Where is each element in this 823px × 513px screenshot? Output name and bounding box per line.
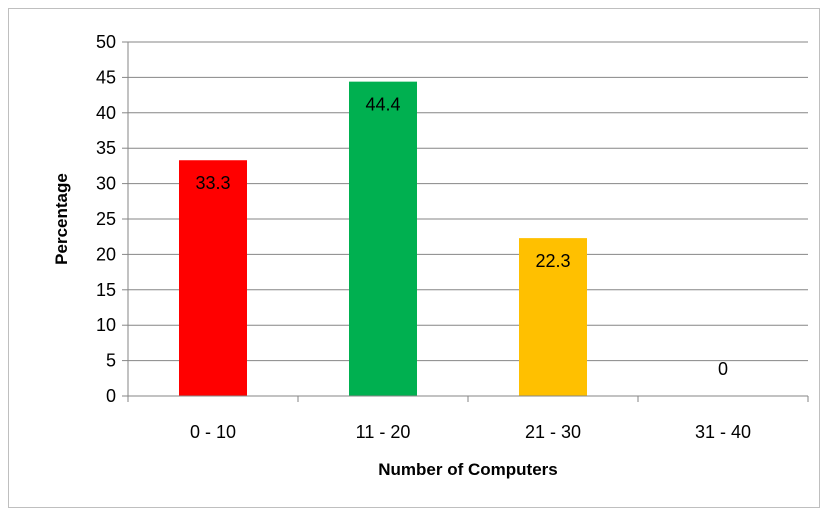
y-tick-label: 10 xyxy=(96,315,116,335)
bar xyxy=(179,160,247,396)
bar xyxy=(349,81,417,396)
bar xyxy=(519,238,587,396)
data-label: 0 xyxy=(718,359,728,379)
y-tick-label: 20 xyxy=(96,244,116,264)
data-labels: 33.3 44.4 22.3 0 xyxy=(195,95,728,379)
y-axis-title: Percentage xyxy=(52,173,71,265)
y-tick-label: 15 xyxy=(96,280,116,300)
y-tick-label: 50 xyxy=(96,32,116,52)
y-tick-label: 40 xyxy=(96,103,116,123)
y-tick-label: 35 xyxy=(96,138,116,158)
y-tick-label: 30 xyxy=(96,174,116,194)
x-tick-label: 31 - 40 xyxy=(695,422,751,442)
y-tick-label: 5 xyxy=(106,351,116,371)
bars xyxy=(179,81,587,396)
x-tick-labels: 0 - 10 11 - 20 21 - 30 31 - 40 xyxy=(190,422,751,442)
x-tick-label: 11 - 20 xyxy=(356,422,411,442)
y-tick-labels: 0 5 10 15 20 25 30 35 40 45 50 xyxy=(96,32,116,406)
x-axis-title: Number of Computers xyxy=(378,460,557,479)
data-label: 33.3 xyxy=(195,173,230,193)
x-tick-label: 0 - 10 xyxy=(190,422,236,442)
data-label: 44.4 xyxy=(365,95,400,115)
x-tick-label: 21 - 30 xyxy=(525,422,581,442)
y-tick-label: 25 xyxy=(96,209,116,229)
y-tick-label: 0 xyxy=(106,386,116,406)
axes xyxy=(127,42,808,397)
data-label: 22.3 xyxy=(535,251,570,271)
y-tick-label: 45 xyxy=(96,67,116,87)
